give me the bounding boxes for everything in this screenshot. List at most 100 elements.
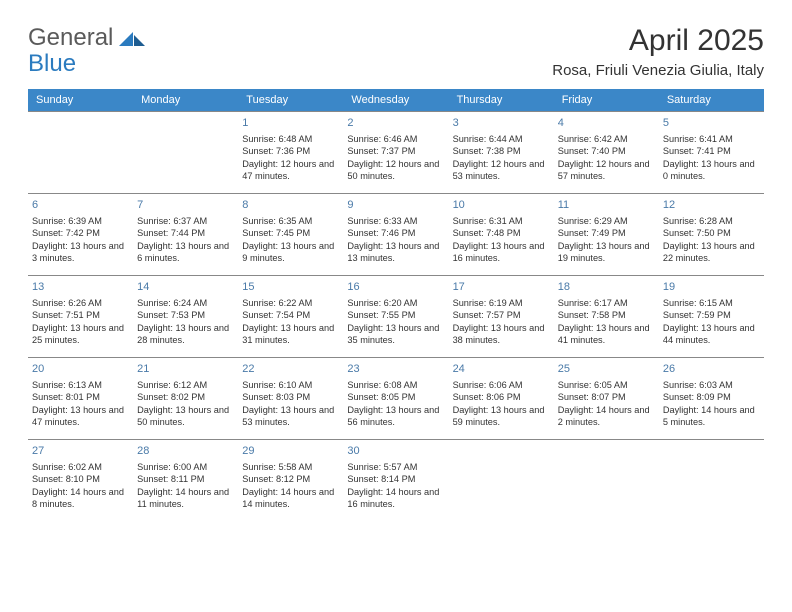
daylight-line: Daylight: 13 hours and 53 minutes. — [242, 404, 339, 429]
header: General April 2025 Rosa, Friuli Venezia … — [28, 24, 764, 79]
daylight-line: Daylight: 13 hours and 9 minutes. — [242, 240, 339, 265]
day-cell: 16Sunrise: 6:20 AMSunset: 7:55 PMDayligh… — [343, 275, 448, 357]
sunset-line: Sunset: 8:14 PM — [347, 473, 444, 485]
sunrise-line: Sunrise: 6:33 AM — [347, 215, 444, 227]
daylight-line: Daylight: 13 hours and 13 minutes. — [347, 240, 444, 265]
sunrise-line: Sunrise: 6:00 AM — [137, 461, 234, 473]
sunrise-line: Sunrise: 6:35 AM — [242, 215, 339, 227]
sunrise-line: Sunrise: 6:42 AM — [558, 133, 655, 145]
day-cell: 15Sunrise: 6:22 AMSunset: 7:54 PMDayligh… — [238, 275, 343, 357]
sunset-line: Sunset: 7:49 PM — [558, 227, 655, 239]
sunrise-line: Sunrise: 6:08 AM — [347, 379, 444, 391]
daylight-line: Daylight: 12 hours and 50 minutes. — [347, 158, 444, 183]
sunset-line: Sunset: 7:37 PM — [347, 145, 444, 157]
daylight-line: Daylight: 12 hours and 47 minutes. — [242, 158, 339, 183]
sunrise-line: Sunrise: 6:20 AM — [347, 297, 444, 309]
day-cell: 28Sunrise: 6:00 AMSunset: 8:11 PMDayligh… — [133, 439, 238, 521]
day-number: 26 — [663, 362, 760, 377]
daylight-line: Daylight: 13 hours and 16 minutes. — [453, 240, 550, 265]
day-cell: 9Sunrise: 6:33 AMSunset: 7:46 PMDaylight… — [343, 193, 448, 275]
day-cell: 17Sunrise: 6:19 AMSunset: 7:57 PMDayligh… — [449, 275, 554, 357]
sunrise-line: Sunrise: 6:15 AM — [663, 297, 760, 309]
sunset-line: Sunset: 7:36 PM — [242, 145, 339, 157]
logo-triangle-icon — [119, 28, 145, 48]
sunset-line: Sunset: 7:57 PM — [453, 309, 550, 321]
empty-cell — [133, 111, 238, 193]
day-cell: 26Sunrise: 6:03 AMSunset: 8:09 PMDayligh… — [659, 357, 764, 439]
page: General April 2025 Rosa, Friuli Venezia … — [0, 0, 792, 545]
daylight-line: Daylight: 14 hours and 14 minutes. — [242, 486, 339, 511]
location: Rosa, Friuli Venezia Giulia, Italy — [552, 62, 764, 79]
day-cell: 5Sunrise: 6:41 AMSunset: 7:41 PMDaylight… — [659, 111, 764, 193]
weekday-header: Sunday — [28, 89, 133, 111]
title-block: April 2025 Rosa, Friuli Venezia Giulia, … — [552, 24, 764, 79]
daylight-line: Daylight: 14 hours and 8 minutes. — [32, 486, 129, 511]
sunrise-line: Sunrise: 6:22 AM — [242, 297, 339, 309]
day-cell: 13Sunrise: 6:26 AMSunset: 7:51 PMDayligh… — [28, 275, 133, 357]
sunset-line: Sunset: 8:06 PM — [453, 391, 550, 403]
sunrise-line: Sunrise: 6:37 AM — [137, 215, 234, 227]
empty-cell — [28, 111, 133, 193]
sunrise-line: Sunrise: 5:58 AM — [242, 461, 339, 473]
sunset-line: Sunset: 8:03 PM — [242, 391, 339, 403]
sunrise-line: Sunrise: 6:13 AM — [32, 379, 129, 391]
sunset-line: Sunset: 7:50 PM — [663, 227, 760, 239]
sunrise-line: Sunrise: 6:31 AM — [453, 215, 550, 227]
weekday-header: Saturday — [659, 89, 764, 111]
empty-cell — [659, 439, 764, 521]
daylight-line: Daylight: 12 hours and 57 minutes. — [558, 158, 655, 183]
daylight-line: Daylight: 14 hours and 5 minutes. — [663, 404, 760, 429]
day-cell: 23Sunrise: 6:08 AMSunset: 8:05 PMDayligh… — [343, 357, 448, 439]
sunrise-line: Sunrise: 6:44 AM — [453, 133, 550, 145]
day-number: 12 — [663, 198, 760, 213]
sunset-line: Sunset: 7:58 PM — [558, 309, 655, 321]
daylight-line: Daylight: 13 hours and 6 minutes. — [137, 240, 234, 265]
day-number: 19 — [663, 280, 760, 295]
day-number: 21 — [137, 362, 234, 377]
day-number: 16 — [347, 280, 444, 295]
daylight-line: Daylight: 13 hours and 47 minutes. — [32, 404, 129, 429]
sunset-line: Sunset: 7:54 PM — [242, 309, 339, 321]
day-cell: 2Sunrise: 6:46 AMSunset: 7:37 PMDaylight… — [343, 111, 448, 193]
day-cell: 18Sunrise: 6:17 AMSunset: 7:58 PMDayligh… — [554, 275, 659, 357]
day-number: 20 — [32, 362, 129, 377]
day-number: 17 — [453, 280, 550, 295]
day-number: 1 — [242, 116, 339, 131]
daylight-line: Daylight: 14 hours and 11 minutes. — [137, 486, 234, 511]
sunset-line: Sunset: 7:41 PM — [663, 145, 760, 157]
daylight-line: Daylight: 13 hours and 44 minutes. — [663, 322, 760, 347]
empty-cell — [449, 439, 554, 521]
day-cell: 8Sunrise: 6:35 AMSunset: 7:45 PMDaylight… — [238, 193, 343, 275]
day-cell: 25Sunrise: 6:05 AMSunset: 8:07 PMDayligh… — [554, 357, 659, 439]
daylight-line: Daylight: 14 hours and 16 minutes. — [347, 486, 444, 511]
sunset-line: Sunset: 7:46 PM — [347, 227, 444, 239]
sunset-line: Sunset: 8:09 PM — [663, 391, 760, 403]
weekday-header: Tuesday — [238, 89, 343, 111]
sunrise-line: Sunrise: 6:06 AM — [453, 379, 550, 391]
day-cell: 24Sunrise: 6:06 AMSunset: 8:06 PMDayligh… — [449, 357, 554, 439]
sunrise-line: Sunrise: 6:28 AM — [663, 215, 760, 227]
daylight-line: Daylight: 12 hours and 53 minutes. — [453, 158, 550, 183]
sunrise-line: Sunrise: 6:26 AM — [32, 297, 129, 309]
sunset-line: Sunset: 7:38 PM — [453, 145, 550, 157]
sunrise-line: Sunrise: 6:46 AM — [347, 133, 444, 145]
daylight-line: Daylight: 13 hours and 38 minutes. — [453, 322, 550, 347]
sunrise-line: Sunrise: 6:12 AM — [137, 379, 234, 391]
day-number: 27 — [32, 444, 129, 459]
day-number: 15 — [242, 280, 339, 295]
sunrise-line: Sunrise: 6:10 AM — [242, 379, 339, 391]
day-cell: 7Sunrise: 6:37 AMSunset: 7:44 PMDaylight… — [133, 193, 238, 275]
sunrise-line: Sunrise: 6:41 AM — [663, 133, 760, 145]
daylight-line: Daylight: 13 hours and 25 minutes. — [32, 322, 129, 347]
day-number: 28 — [137, 444, 234, 459]
sunset-line: Sunset: 8:01 PM — [32, 391, 129, 403]
sunset-line: Sunset: 7:59 PM — [663, 309, 760, 321]
day-cell: 1Sunrise: 6:48 AMSunset: 7:36 PMDaylight… — [238, 111, 343, 193]
day-cell: 12Sunrise: 6:28 AMSunset: 7:50 PMDayligh… — [659, 193, 764, 275]
weekday-header: Monday — [133, 89, 238, 111]
day-number: 5 — [663, 116, 760, 131]
sunrise-line: Sunrise: 6:24 AM — [137, 297, 234, 309]
day-cell: 6Sunrise: 6:39 AMSunset: 7:42 PMDaylight… — [28, 193, 133, 275]
sunset-line: Sunset: 7:51 PM — [32, 309, 129, 321]
day-cell: 14Sunrise: 6:24 AMSunset: 7:53 PMDayligh… — [133, 275, 238, 357]
